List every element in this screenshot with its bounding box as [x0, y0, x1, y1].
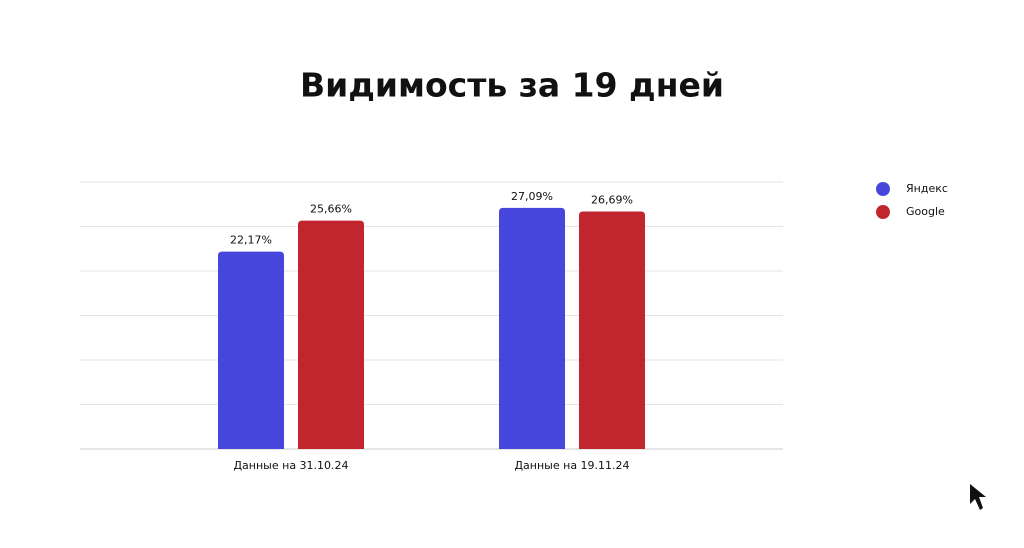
data-label: 27,09%	[511, 190, 553, 203]
x-tick-label: Данные на 19.11.24	[514, 459, 629, 472]
data-label: 25,66%	[310, 203, 352, 216]
bar	[579, 211, 645, 449]
data-label: 22,17%	[230, 234, 272, 247]
cursor-icon	[970, 484, 986, 510]
legend-marker	[876, 182, 890, 196]
legend-label: Яндекс	[906, 182, 948, 195]
chart-title: Видимость за 19 дней	[300, 66, 724, 105]
legend-marker	[876, 205, 890, 219]
bar	[298, 220, 364, 449]
bar	[218, 251, 284, 449]
data-label: 26,69%	[591, 193, 633, 206]
x-tick-label: Данные на 31.10.24	[233, 459, 348, 472]
legend-label: Google	[906, 205, 945, 218]
bar	[499, 207, 565, 449]
